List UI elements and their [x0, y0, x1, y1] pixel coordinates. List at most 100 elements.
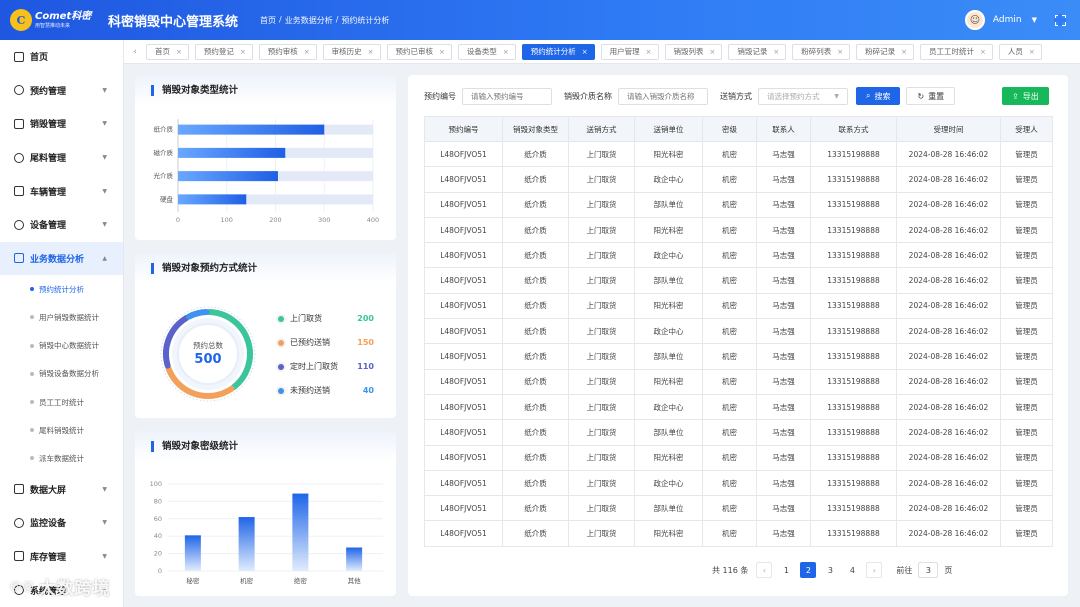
- sidebar-subitem[interactable]: 销毁中心数据统计: [0, 332, 123, 360]
- close-icon[interactable]: ×: [773, 47, 780, 56]
- close-icon[interactable]: ×: [709, 47, 716, 56]
- method-select[interactable]: 请选择预约方式 ▼: [758, 87, 848, 105]
- table-row[interactable]: L48OFJVO51 纸介质 上门取货 部队单位 机密 马志强 13315198888 202…: [424, 267, 1053, 294]
- close-icon[interactable]: ×: [901, 47, 907, 56]
- tab-label: 用户管理: [609, 47, 640, 56]
- close-icon[interactable]: ×: [980, 47, 986, 56]
- column-header[interactable]: 送销单位: [634, 116, 703, 142]
- column-header[interactable]: 销毁对象类型: [502, 116, 569, 142]
- close-icon[interactable]: ×: [1028, 47, 1035, 56]
- tab-item[interactable]: 用户管理 ×: [600, 43, 659, 60]
- sidebar-item-camera[interactable]: 监控设备 ▼: [0, 506, 123, 540]
- sidebar-subitem[interactable]: 员工工时统计: [0, 388, 123, 416]
- sidebar-item-car[interactable]: 车辆管理 ▼: [0, 174, 123, 208]
- table-cell: 上门取货: [568, 166, 635, 193]
- column-header[interactable]: 联系方式: [810, 116, 897, 142]
- prev-page-icon[interactable]: ‹: [756, 562, 773, 578]
- table-row[interactable]: L48OFJVO51 纸介质 上门取货 阳光科密 机密 马志强 13315198888 202…: [424, 216, 1053, 244]
- close-icon[interactable]: ×: [502, 47, 509, 56]
- user-name[interactable]: Admin: [992, 15, 1022, 25]
- table-row[interactable]: L48OFJVO51 纸介质 上门取货 政企中心 机密 马志强 13315198888 202…: [424, 318, 1053, 345]
- tab-item[interactable]: 审核历史 ×: [322, 43, 381, 60]
- clock-icon: [14, 85, 24, 96]
- goto-page-input[interactable]: 3: [918, 562, 939, 578]
- close-icon[interactable]: ×: [439, 47, 445, 56]
- table-row[interactable]: L48OFJVO51 纸介质 上门取货 政企中心 机密 马志强 13315198888 202…: [424, 166, 1053, 193]
- table-row[interactable]: L48OFJVO51 纸介质 上门取货 部队单位 机密 马志强 13315198888 202…: [424, 343, 1053, 370]
- tab-item[interactable]: 销毁记录 ×: [728, 43, 787, 60]
- table-cell: 纸介质: [502, 216, 569, 244]
- code-input[interactable]: [462, 87, 552, 105]
- chevron-down-icon[interactable]: ▼: [1031, 16, 1037, 24]
- table-row[interactable]: L48OFJVO51 纸介质 上门取货 阳光科密 机密 马志强 13315198888 202…: [424, 140, 1053, 168]
- sidebar-item-home[interactable]: 首页: [0, 40, 123, 74]
- table-cell: 马志强: [756, 191, 811, 218]
- page-number[interactable]: 1: [778, 562, 795, 578]
- tab-item[interactable]: 人员 ×: [998, 43, 1042, 60]
- sidebar-subitem[interactable]: 尾料销毁统计: [0, 416, 123, 444]
- column-header[interactable]: 密级: [702, 116, 757, 142]
- sidebar-item-clock[interactable]: 预约管理 ▼: [0, 74, 123, 108]
- sidebar-item-doc[interactable]: 销毁管理 ▼: [0, 107, 123, 141]
- tab-item[interactable]: 设备类型 ×: [457, 43, 516, 60]
- sidebar-subitem[interactable]: 预约统计分析: [0, 275, 123, 303]
- table-row[interactable]: L48OFJVO51 纸介质 上门取货 政企中心 机密 马志强 13315198888 202…: [424, 242, 1053, 269]
- next-page-icon[interactable]: ›: [866, 562, 883, 578]
- avatar-icon[interactable]: ☺: [964, 10, 985, 30]
- sidebar-item-analysis[interactable]: 业务数据分析 ▲: [0, 241, 123, 276]
- close-icon[interactable]: ×: [581, 47, 588, 56]
- table-row[interactable]: L48OFJVO51 纸介质 上门取货 部队单位 机密 马志强 13315198888 202…: [424, 419, 1053, 446]
- page-number[interactable]: 2: [800, 562, 817, 578]
- tab-item[interactable]: 预约统计分析 ×: [521, 43, 595, 60]
- close-icon[interactable]: ×: [303, 47, 310, 56]
- tab-item[interactable]: 销毁列表 ×: [664, 43, 723, 60]
- table-row[interactable]: L48OFJVO51 纸介质 上门取货 阳光科密 机密 马志强 13315198888 202…: [424, 368, 1053, 395]
- sidebar-item-stack[interactable]: 库存管理 ▼: [0, 540, 123, 574]
- close-icon[interactable]: ×: [837, 47, 844, 56]
- close-icon[interactable]: ×: [239, 47, 246, 56]
- tab-item[interactable]: 预约审核 ×: [258, 43, 317, 60]
- column-header[interactable]: 送销方式: [568, 116, 635, 142]
- sidebar-subitem[interactable]: 销毁设备数据分析: [0, 360, 123, 388]
- sidebar-item-device[interactable]: 设备管理 ▼: [0, 208, 123, 242]
- column-header[interactable]: 受理人: [1000, 116, 1053, 142]
- close-icon[interactable]: ×: [645, 47, 652, 56]
- sidebar-subitem[interactable]: 派车数据统计: [0, 444, 123, 472]
- tab-scroll-left-icon[interactable]: ‹: [133, 46, 137, 57]
- breadcrumb-analysis[interactable]: 业务数据分析: [284, 15, 333, 25]
- fullscreen-icon[interactable]: [1054, 13, 1066, 26]
- media-name-input[interactable]: [618, 87, 708, 105]
- column-header[interactable]: 受理时间: [896, 116, 1001, 142]
- close-icon[interactable]: ×: [367, 47, 374, 56]
- reset-button[interactable]: ↻ 重置: [906, 87, 956, 105]
- column-header[interactable]: 联系人: [756, 116, 811, 142]
- export-button[interactable]: ⇪ 导出: [1002, 87, 1049, 105]
- tab-item[interactable]: 首页 ×: [146, 43, 189, 60]
- page-number[interactable]: 4: [844, 562, 861, 578]
- sidebar-item-box[interactable]: 尾料管理 ▼: [0, 141, 123, 175]
- sidebar-item-settings[interactable]: 系统管理 ▼: [0, 573, 123, 607]
- column-header[interactable]: 预约编号: [424, 116, 503, 142]
- table-cell: 13315198888: [810, 242, 897, 269]
- page-number[interactable]: 3: [822, 562, 839, 578]
- tab-item[interactable]: 预约登记 ×: [194, 43, 253, 60]
- table-row[interactable]: L48OFJVO51 纸介质 上门取货 政企中心 机密 马志强 13315198888 202…: [424, 469, 1053, 497]
- table-row[interactable]: L48OFJVO51 纸介质 上门取货 阳光科密 机密 马志强 13315198888 202…: [424, 444, 1053, 471]
- table-row[interactable]: L48OFJVO51 纸介质 上门取货 阳光科密 机密 马志强 13315198888 202…: [424, 520, 1053, 547]
- tab-item[interactable]: 预约已审核 ×: [386, 43, 452, 60]
- table-row[interactable]: L48OFJVO51 纸介质 上门取货 阳光科密 机密 马志强 13315198888 202…: [424, 292, 1053, 320]
- sidebar-subitem[interactable]: 用户销毁数据统计: [0, 303, 123, 331]
- close-icon[interactable]: ×: [176, 47, 182, 56]
- table-row[interactable]: L48OFJVO51 纸介质 上门取货 部队单位 机密 马志强 13315198888 202…: [424, 191, 1053, 218]
- search-button[interactable]: ⌕ 搜索: [856, 87, 901, 105]
- tab-item[interactable]: 粉碎列表 ×: [792, 43, 851, 60]
- tab-item[interactable]: 员工工时统计 ×: [920, 43, 993, 60]
- filter-label-name: 销毁介质名称: [564, 91, 612, 101]
- breadcrumb-home[interactable]: 首页: [260, 15, 277, 25]
- tab-item[interactable]: 粉碎记录 ×: [856, 43, 914, 60]
- table-row[interactable]: L48OFJVO51 纸介质 上门取货 政企中心 机密 马志强 13315198888 202…: [424, 393, 1053, 421]
- table-row[interactable]: L48OFJVO51 纸介质 上门取货 部队单位 机密 马志强 13315198888 202…: [424, 495, 1053, 522]
- sidebar-item-screen[interactable]: 数据大屏 ▼: [0, 472, 123, 506]
- ring-slice: [186, 309, 210, 320]
